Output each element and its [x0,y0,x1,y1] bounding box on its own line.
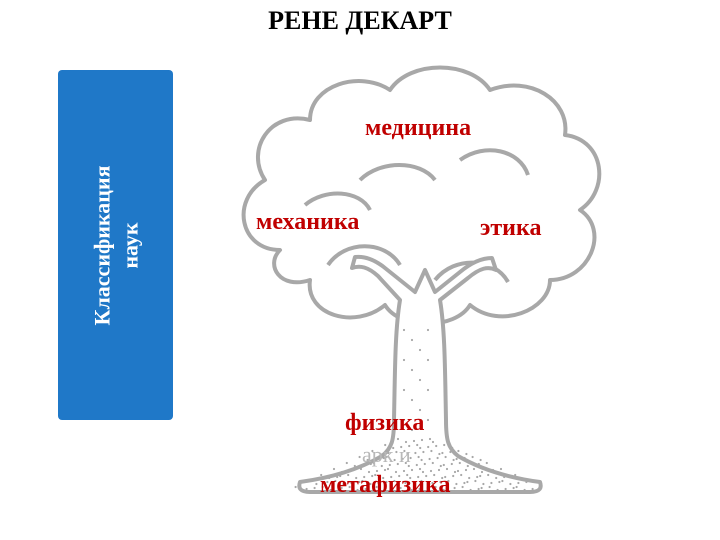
slide: РЕНЕ ДЕКАРТ Классификациянаук [0,0,720,540]
branch-label-metaphysics: метафизика [320,472,450,499]
tree-diagram: арк и медицина механика этика физика метафиз… [210,30,630,510]
branch-label-mechanics: механика [256,209,359,236]
tree-icon [210,30,630,510]
ghost-text: арк и [362,442,411,468]
branch-label-ethics: этика [480,215,541,242]
sidebar-label: Классификациянаук [88,165,143,325]
branch-label-physics: физика [345,410,424,437]
branch-label-medicine: медицина [365,115,471,142]
sidebar-box: Классификациянаук [58,70,173,420]
